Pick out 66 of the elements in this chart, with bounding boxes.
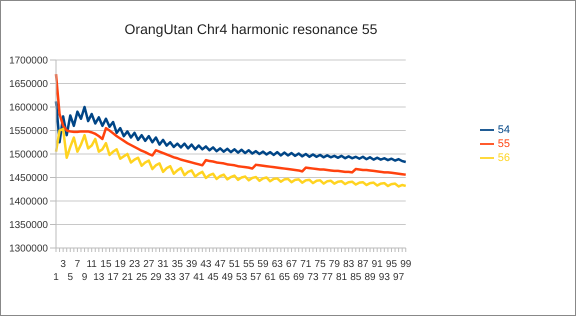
x-tick-label: 35 [172, 259, 184, 270]
line-series [54, 72, 407, 176]
y-tick-label: 1500000 [9, 150, 48, 161]
line-series [54, 128, 407, 188]
x-tick-label: 49 [222, 272, 234, 283]
x-tick-label: 95 [386, 259, 398, 270]
x-tick-label: 13 [93, 272, 105, 283]
x-tick-label: 65 [278, 272, 290, 283]
x-tick-label: 55 [243, 259, 255, 270]
x-tick-label: 77 [322, 272, 334, 283]
y-tick-label: 1300000 [9, 244, 48, 255]
x-tick-label: 25 [136, 272, 148, 283]
legend-label: 55 [498, 138, 510, 150]
x-tick-label: 1 [53, 272, 60, 283]
x-tick-label: 71 [300, 259, 312, 270]
x-tick-label: 57 [250, 272, 262, 283]
x-tick-label: 5 [67, 272, 74, 283]
x-tick-label: 15 [100, 259, 112, 270]
x-tick-label: 75 [314, 259, 326, 270]
y-tick-label: 1650000 [9, 79, 48, 90]
legend-label: 54 [498, 124, 510, 136]
y-tick-label: 1450000 [9, 173, 48, 184]
x-tick-label: 33 [164, 272, 176, 283]
y-tick-label: 1550000 [9, 126, 48, 138]
x-tick-label: 97 [393, 272, 405, 283]
line-series [54, 100, 407, 164]
x-tick-label: 87 [357, 259, 369, 270]
x-tick-label: 41 [193, 272, 205, 283]
x-tick-label: 11 [86, 259, 98, 270]
x-tick-label: 31 [158, 259, 170, 270]
x-tick-label: 73 [307, 272, 319, 283]
x-tick-label: 3 [60, 259, 66, 270]
x-tick-label: 59 [257, 259, 269, 270]
x-tick-label: 83 [343, 259, 355, 270]
y-tick-label: 1700000 [9, 56, 48, 67]
x-tick-label: 79 [328, 259, 340, 270]
x-tick-label: 47 [214, 259, 226, 270]
y-tick-label: 1350000 [9, 220, 48, 232]
x-tick-label: 85 [350, 272, 362, 283]
x-tick-label: 69 [293, 272, 305, 283]
x-tick-label: 63 [272, 259, 284, 270]
x-tick-label: 91 [372, 259, 384, 270]
x-tick-label: 61 [264, 272, 276, 283]
legend-label: 56 [498, 152, 510, 164]
x-tick-label: 99 [400, 259, 412, 270]
x-tick-label: 89 [364, 272, 376, 283]
x-tick-label: 9 [82, 272, 88, 283]
y-tick-label: 1400000 [9, 196, 48, 208]
x-tick-label: 39 [186, 259, 198, 270]
x-tick-label: 27 [143, 259, 155, 270]
x-tick-label: 43 [200, 259, 212, 270]
x-tick-label: 7 [74, 259, 81, 270]
x-tick-label: 45 [207, 272, 220, 283]
x-tick-label: 17 [108, 272, 120, 283]
x-tick-label: 37 [178, 272, 190, 283]
x-tick-label: 51 [228, 259, 240, 270]
x-tick-label: 81 [336, 272, 348, 283]
x-tick-label: 23 [128, 259, 141, 270]
chart-title: OrangUtan Chr4 harmonic resonance 55 [124, 21, 378, 37]
x-tick-label: 21 [122, 272, 134, 283]
y-tick-label: 1600000 [9, 102, 48, 114]
x-tick-label: 93 [378, 272, 390, 283]
x-tick-label: 53 [236, 272, 248, 283]
x-tick-label: 67 [286, 259, 298, 270]
x-tick-label: 19 [114, 259, 126, 270]
x-tick-label: 29 [150, 272, 162, 283]
